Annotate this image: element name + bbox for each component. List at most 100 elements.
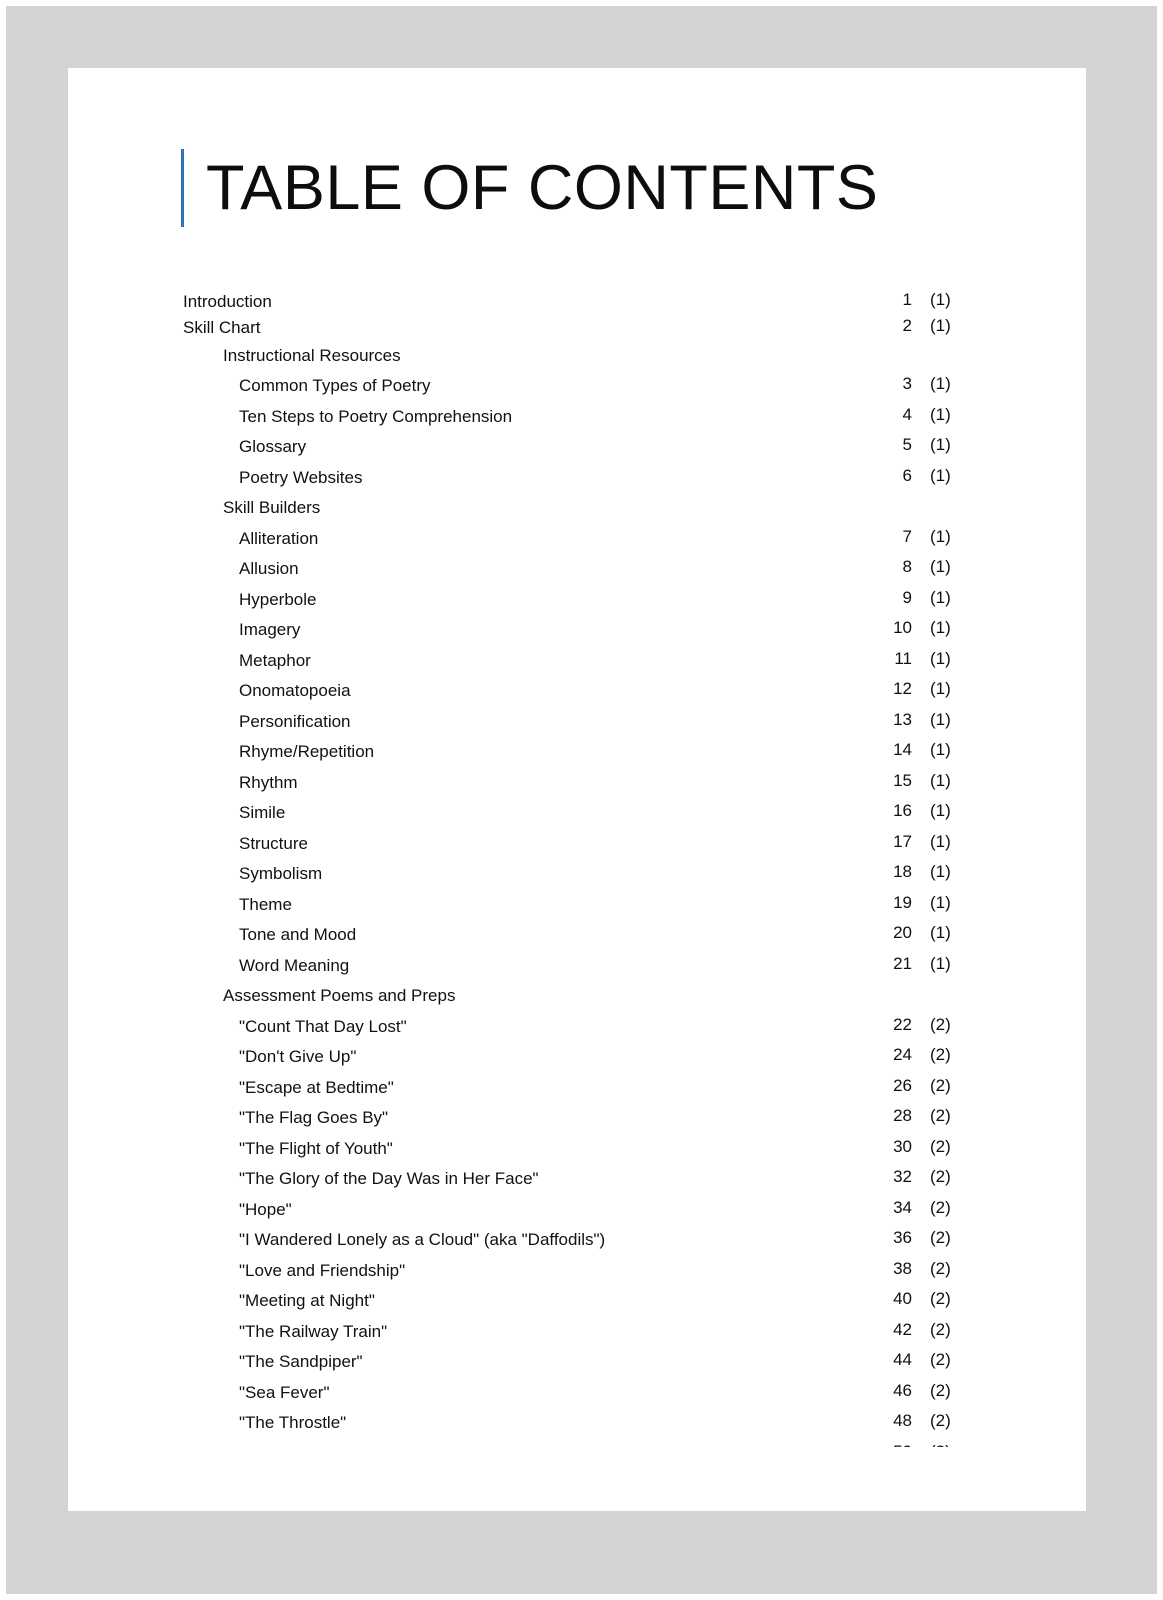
toc-entry[interactable]: "I Wandered Lonely as a Cloud" (aka "Daf… xyxy=(68,1227,1086,1253)
toc-entry-part: (2) xyxy=(930,1045,951,1064)
toc-entry-title: Skill Builders xyxy=(223,498,321,517)
toc-entry[interactable]: Instructional Resources xyxy=(68,343,1086,369)
toc-entry-title: Onomatopoeia xyxy=(239,681,351,700)
toc-entry[interactable]: "The Flight of Youth" 30 (2) xyxy=(68,1136,1086,1162)
toc-entry[interactable]: Glossary 5 (1) xyxy=(68,434,1086,460)
toc-entry[interactable]: "Love and Friendship" 38 (2) xyxy=(68,1258,1086,1284)
toc-entry[interactable]: "Meeting at Night" 40 (2) xyxy=(68,1288,1086,1314)
toc-entry[interactable]: Theme 19 (1) xyxy=(68,892,1086,918)
toc-entry-page-number: 34 xyxy=(893,1197,912,1217)
toc-entry[interactable]: "Escape at Bedtime" 26 (2) xyxy=(68,1075,1086,1101)
toc-entry-part: (1) xyxy=(930,290,951,309)
toc-entry[interactable]: Skill Chart 2 (1) xyxy=(68,315,1086,341)
toc-entry-part: (1) xyxy=(930,465,951,485)
toc-entry-page-number: 14 xyxy=(893,740,912,759)
toc-entry-part: (1) xyxy=(930,526,951,546)
toc-entry-page-number: 11 xyxy=(894,648,912,668)
toc-entry[interactable]: Rhythm 15 (1) xyxy=(68,770,1086,796)
toc-entry[interactable]: "Hope" 34 (2) xyxy=(68,1197,1086,1223)
toc-entry[interactable]: Poetry Websites 6 (1) xyxy=(68,465,1086,491)
toc-entry-page-number: 28 xyxy=(893,1106,912,1125)
toc-entry-title: "Count That Day Lost" xyxy=(239,1016,407,1036)
toc-entry-title: Allusion xyxy=(239,559,299,578)
toc-entry-page-number: 13 xyxy=(893,709,912,729)
toc-entry-page-number: 44 xyxy=(893,1350,912,1369)
toc-entry[interactable]: Ten Steps to Poetry Comprehension 4 (1) xyxy=(68,404,1086,430)
toc-entry-part: (2) xyxy=(930,1258,951,1278)
toc-entry[interactable]: Skill Builders xyxy=(68,495,1086,521)
toc-entry[interactable]: "Count That Day Lost" 22 (2) xyxy=(68,1014,1086,1040)
toc-entry-title: Hyperbole xyxy=(239,589,317,609)
toc-entry-title: Assessment Poems and Preps xyxy=(223,986,456,1005)
toc-entry-title: Simile xyxy=(239,803,286,822)
toc-entry[interactable]: Structure 17 (1) xyxy=(68,831,1086,857)
toc-entry-title: Poetry Websites xyxy=(239,467,363,487)
toc-entry-title: Instructional Resources xyxy=(223,346,401,365)
toc-entry[interactable]: Alliteration 7 (1) xyxy=(68,526,1086,552)
toc-entry-page-number: 32 xyxy=(893,1167,912,1186)
toc-entry-part: (1) xyxy=(930,435,951,454)
toc-entry-title: "Sea Fever" xyxy=(239,1382,330,1402)
page-title: TABLE OF CONTENTS xyxy=(206,153,879,223)
toc-entry[interactable]: Allusion 8 (1) xyxy=(68,556,1086,582)
toc-entry[interactable]: Personification 13 (1) xyxy=(68,709,1086,735)
toc-entry-title: Common Types of Poetry xyxy=(239,376,431,395)
toc-entry[interactable]: Simile 16 (1) xyxy=(68,800,1086,826)
toc-entry-page-number: 8 xyxy=(902,557,912,576)
toc-entry[interactable]: "The Sandpiper" 44 (2) xyxy=(68,1349,1086,1375)
toc-entry[interactable]: Rhyme/Repetition 14 (1) xyxy=(68,739,1086,765)
toc-entry-part: (1) xyxy=(930,404,951,424)
toc-entry[interactable]: Imagery 10 (1) xyxy=(68,617,1086,643)
toc-entry-page-number: 17 xyxy=(893,831,912,851)
toc-entry[interactable]: Onomatopoeia 12 (1) xyxy=(68,678,1086,704)
toc-entry-part: (1) xyxy=(930,923,951,942)
toc-entry-title: Introduction xyxy=(183,292,272,311)
toc-entry-part: (2) xyxy=(930,1106,951,1125)
toc-entry[interactable]: 50 (2) xyxy=(68,1441,1086,1448)
toc-entry-title: "I Wandered Lonely as a Cloud" (aka "Daf… xyxy=(239,1230,606,1249)
toc-entry-title: Rhyme/Repetition xyxy=(239,742,375,761)
toc-entry[interactable]: "The Glory of the Day Was in Her Face" 32… xyxy=(68,1166,1086,1192)
toc-entry[interactable]: Tone and Mood 20 (1) xyxy=(68,922,1086,948)
toc-entry-page-number: 30 xyxy=(893,1136,912,1156)
toc-entry-page-number: 5 xyxy=(902,435,912,454)
toc-entry-title: Symbolism xyxy=(239,864,323,883)
toc-entry-part: (1) xyxy=(930,316,951,335)
toc-entry[interactable]: Introduction 1 (1) xyxy=(68,289,1086,315)
toc-entry[interactable]: Hyperbole 9 (1) xyxy=(68,587,1086,613)
toc-entry[interactable]: "The Railway Train" 42 (2) xyxy=(68,1319,1086,1345)
toc-entry-title: Metaphor xyxy=(239,650,311,670)
toc-entry-page-number: 20 xyxy=(893,923,912,942)
toc-entry-page-number: 19 xyxy=(893,892,912,912)
toc-entry-page-number: 40 xyxy=(893,1289,912,1308)
toc-entry[interactable]: Common Types of Poetry 3 (1) xyxy=(68,373,1086,399)
toc-entry-page-number: 16 xyxy=(893,801,912,820)
toc-entry-title: Word Meaning xyxy=(239,955,350,975)
page-background: TABLE OF CONTENTS Introduction 1 (1) Skill … xyxy=(6,6,1157,1594)
toc-entry-title: Rhythm xyxy=(239,772,298,792)
toc-entry-page-number: 4 xyxy=(902,404,912,424)
toc-entry-part: (2) xyxy=(930,1197,951,1217)
title-accent-bar xyxy=(181,149,184,227)
toc-entry[interactable]: Assessment Poems and Preps xyxy=(68,983,1086,1009)
toc-entry[interactable]: Symbolism 18 (1) xyxy=(68,861,1086,887)
toc-entry-page-number: 12 xyxy=(893,679,912,698)
toc-entry-page-number: 38 xyxy=(893,1258,912,1278)
toc-entry-title: Skill Chart xyxy=(183,318,261,337)
toc-entry-page-number: 50 xyxy=(893,1439,912,1448)
toc-entry[interactable]: Word Meaning 21 (1) xyxy=(68,953,1086,979)
toc-entry-part: (1) xyxy=(930,557,951,576)
toc-entry[interactable]: "Don't Give Up" 24 (2) xyxy=(68,1044,1086,1070)
toc-entry-title: "Hope" xyxy=(239,1199,292,1219)
toc-entry-page-number: 9 xyxy=(902,587,912,607)
toc-entry[interactable]: "The Flag Goes By" 28 (2) xyxy=(68,1105,1086,1131)
toc-entry[interactable]: Metaphor 11 (1) xyxy=(68,648,1086,674)
toc-entry-title: Glossary xyxy=(239,437,307,456)
toc-entry[interactable]: "The Throstle" 48 (2) xyxy=(68,1410,1086,1436)
toc-entry-page-number: 48 xyxy=(893,1411,912,1430)
table-of-contents: Introduction 1 (1) Skill Chart 2 (1) Instructi… xyxy=(68,289,1086,1447)
toc-entry[interactable]: "Sea Fever" 46 (2) xyxy=(68,1380,1086,1406)
toc-entry-title: Structure xyxy=(239,833,308,853)
toc-entry-part: (1) xyxy=(930,862,951,881)
toc-entry-part: (2) xyxy=(930,1380,951,1400)
